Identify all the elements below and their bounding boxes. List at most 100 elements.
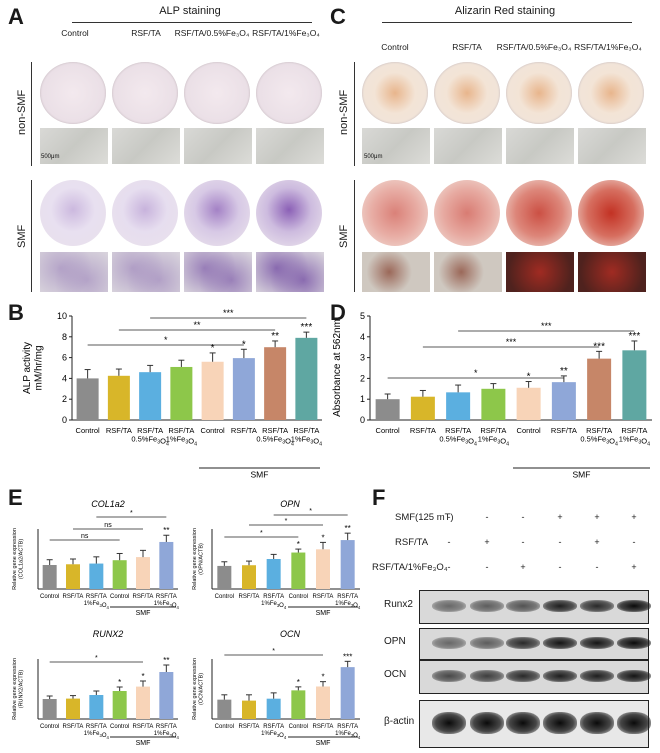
panel-c-row-line [354, 62, 355, 166]
category-label: RSF/TA [231, 426, 257, 435]
micrograph-non-smf [40, 128, 108, 164]
western-condition-label: RSF/TA [395, 537, 429, 548]
significance-star: * [527, 372, 531, 383]
significance-star: * [297, 540, 300, 549]
bracket-label: * [164, 335, 168, 345]
category-label: RSF/TA [551, 426, 577, 435]
bar [201, 361, 224, 420]
y-axis-label: Absorbance at 562nm [332, 319, 343, 417]
y-tick-label: 0 [360, 415, 365, 425]
category-label: 0.5%Fe3O4 [439, 435, 477, 448]
western-band [470, 670, 504, 682]
category-label: 1%Fe3O4 [84, 601, 110, 610]
western-band [617, 712, 651, 734]
bar [622, 350, 647, 420]
category-label: RSF/TA [313, 594, 334, 600]
western-sign: - [595, 562, 599, 572]
western-sign: - [558, 562, 562, 572]
micrograph-smf [112, 252, 180, 292]
category-label: Control [40, 724, 59, 730]
y-tick-label: 3 [360, 353, 365, 363]
category-label: RSF/TA [337, 594, 358, 600]
bar [242, 700, 256, 719]
category-label: 1%Fe3O4 [154, 601, 180, 610]
panel-a-scale-bar: 500μm [41, 154, 60, 160]
micrograph-smf [184, 252, 252, 292]
y-tick-label: 0 [62, 415, 67, 425]
category-label: RSF/TA [86, 594, 107, 600]
y-axis-label: Relative gene expression [12, 528, 18, 590]
panel-a-title-line [72, 22, 312, 23]
category-label: RSF/TA [168, 426, 194, 435]
category-label: 1%Fe3O4 [84, 731, 110, 740]
group-label: SMF [251, 470, 269, 480]
micrograph-non-smf [112, 128, 180, 164]
category-label: 1%Fe3O4 [291, 435, 322, 448]
bracket-label: ns [104, 522, 112, 529]
category-label: RSF/TA [133, 594, 154, 600]
y-axis-label: ALP activity [22, 342, 33, 394]
western-band [580, 670, 614, 682]
bar [242, 565, 256, 589]
category-label: RSF/TA [133, 724, 154, 730]
significance-star: * [118, 678, 121, 687]
bar [516, 387, 541, 420]
micrograph-smf [506, 252, 574, 292]
category-label: RSF/TA [337, 724, 358, 730]
bar [291, 690, 306, 719]
bar [551, 382, 576, 420]
category-label: RSF/TA [445, 426, 471, 435]
bar [136, 557, 150, 589]
western-sign: - [485, 562, 489, 572]
y-axis-label: (COL1a2/ACTB) [18, 539, 24, 580]
western-sign: - [447, 537, 451, 547]
western-protein-label: OCN [384, 669, 407, 680]
category-label: RSF/TA [313, 724, 334, 730]
bracket-label: *** [223, 308, 234, 318]
alizarin-dish-non-smf [434, 62, 500, 124]
western-band [506, 670, 540, 682]
western-band [432, 712, 466, 734]
y-tick-label: 1 [360, 394, 365, 404]
category-label: RSF/TA [410, 426, 436, 435]
y-tick-label: 5 [360, 311, 365, 321]
significance-star: ** [271, 331, 279, 342]
significance-star: *** [343, 652, 352, 661]
panel-a-row-line [31, 180, 32, 292]
alp-dish-non-smf [40, 62, 106, 124]
micrograph-non-smf [256, 128, 324, 164]
category-label: RSF/TA [156, 594, 177, 600]
y-tick-label: 2 [360, 373, 365, 383]
bar [217, 699, 232, 719]
bar [375, 399, 400, 420]
chart-title: OCN [280, 629, 301, 639]
western-sign: - [521, 537, 525, 547]
alizarin-dish-non-smf [506, 62, 572, 124]
western-band [506, 712, 540, 734]
alizarin-dish-smf [506, 180, 572, 246]
panel-letter-d: D [330, 300, 346, 325]
significance-star: * [321, 673, 324, 682]
bar [107, 375, 130, 420]
panel-a-condition: RSF/TA/0.5%Fe₃O₄ [174, 28, 250, 38]
y-tick-label: 6 [62, 353, 67, 363]
chart-title: COL1a2 [91, 499, 125, 509]
significance-star: ** [163, 656, 169, 665]
category-label: Control [517, 426, 542, 435]
chart-ocn: Relative gene expression (OCN/ACTB) Contro… [192, 629, 361, 747]
bar [291, 552, 306, 589]
alp-dish-non-smf [184, 62, 250, 124]
western-band [543, 600, 577, 612]
western-band [432, 670, 466, 682]
western-band [580, 712, 614, 734]
category-label: RSF/TA [262, 426, 288, 435]
category-label: RSF/TA [239, 724, 260, 730]
bracket-label: * [130, 510, 133, 517]
western-sign: + [594, 512, 600, 522]
panel-letter-a: A [8, 4, 24, 29]
category-label: RSF/TA [63, 594, 84, 600]
alizarin-dish-smf [362, 180, 428, 246]
category-label: 1%Fe3O4 [478, 435, 509, 448]
micrograph-smf [256, 252, 324, 292]
western-sign: + [594, 537, 600, 547]
